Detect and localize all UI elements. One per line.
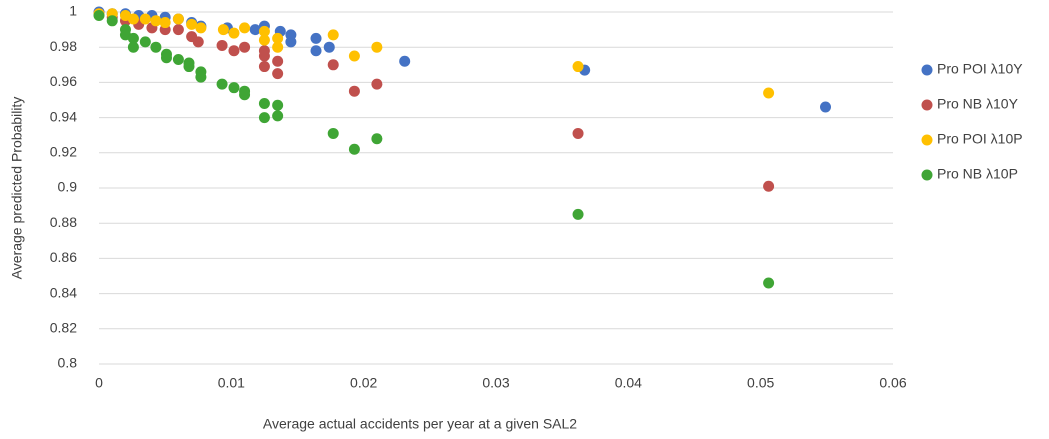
y-tick-label: 1 — [69, 3, 77, 19]
scatter-point — [172, 24, 184, 36]
scatter-point — [820, 101, 832, 113]
scatter-point — [327, 59, 339, 71]
x-tick-label: 0.03 — [482, 375, 509, 391]
y-tick-label: 0.94 — [50, 108, 77, 124]
scatter-point — [139, 36, 151, 48]
scatter-point — [239, 89, 251, 101]
scatter-point — [348, 143, 360, 155]
scatter-point — [258, 50, 270, 62]
scatter-point — [216, 39, 228, 51]
legend-label: Pro NB λ10P — [937, 166, 1018, 182]
scatter-point — [763, 180, 775, 192]
scatter-point — [323, 41, 335, 53]
scatter-point — [310, 32, 322, 44]
scatter-point — [150, 41, 162, 53]
scatter-point — [228, 82, 240, 94]
scatter-point — [763, 87, 775, 99]
scatter-point — [249, 24, 261, 36]
scatter-point — [195, 22, 207, 34]
legend-marker — [921, 134, 933, 146]
scatter-point — [195, 71, 207, 83]
scatter-point — [127, 13, 139, 25]
x-tick-label: 0.02 — [350, 375, 377, 391]
y-tick-label: 0.88 — [50, 214, 77, 230]
x-axis-title: Average actual accidents per year at a g… — [263, 416, 577, 432]
scatter-point — [763, 277, 775, 289]
scatter-point — [160, 52, 172, 64]
scatter-point — [272, 110, 284, 122]
x-tick-label: 0 — [95, 375, 103, 391]
scatter-point — [217, 24, 229, 36]
legend-label: Pro POI λ10Y — [937, 61, 1023, 77]
scatter-point — [371, 133, 383, 145]
scatter-point — [192, 36, 204, 48]
scatter-point — [272, 55, 284, 67]
y-tick-label: 0.96 — [50, 73, 77, 89]
y-tick-label: 0.98 — [50, 38, 77, 54]
scatter-point — [272, 68, 284, 80]
scatter-point — [327, 127, 339, 139]
scatter-point — [239, 41, 251, 53]
scatter-point — [272, 32, 284, 44]
scatter-point — [239, 22, 251, 34]
scatter-point — [139, 13, 151, 25]
scatter-point — [258, 61, 270, 73]
y-tick-label: 0.9 — [58, 179, 78, 195]
scatter-point — [258, 25, 270, 37]
scatter-point — [399, 55, 411, 67]
scatter-point — [348, 85, 360, 97]
scatter-point — [93, 10, 105, 22]
legend-marker — [921, 99, 933, 111]
scatter-point — [572, 127, 584, 139]
x-tick-label: 0.06 — [879, 375, 906, 391]
y-tick-label: 0.86 — [50, 249, 77, 265]
x-tick-label: 0.01 — [218, 375, 245, 391]
legend-label: Pro NB λ10Y — [937, 96, 1019, 112]
scatter-point — [172, 54, 184, 66]
scatter-point — [228, 27, 240, 39]
scatter-point — [348, 50, 360, 62]
scatter-point — [228, 45, 240, 57]
scatter-point — [327, 29, 339, 41]
scatter-point — [272, 41, 284, 53]
legend-label: Pro POI λ10P — [937, 131, 1023, 147]
scatter-point — [127, 32, 139, 44]
scatter-point — [258, 34, 270, 46]
scatter-point — [150, 15, 162, 27]
y-tick-label: 0.84 — [50, 284, 77, 300]
y-tick-label: 0.8 — [58, 355, 78, 371]
x-tick-label: 0.05 — [747, 375, 774, 391]
scatter-point — [572, 208, 584, 220]
scatter-point — [258, 112, 270, 124]
scatter-point — [159, 17, 171, 29]
scatter-point — [216, 78, 228, 90]
scatter-point — [183, 61, 195, 73]
scatter-point — [285, 36, 297, 48]
y-tick-label: 0.82 — [50, 320, 77, 336]
x-tick-label: 0.04 — [615, 375, 642, 391]
scatter-point — [127, 41, 139, 53]
y-tick-label: 0.92 — [50, 144, 77, 160]
y-axis-title: Average predicted Probability — [9, 97, 25, 280]
scatter-point — [258, 98, 270, 110]
scatter-point — [106, 15, 118, 27]
scatter-point — [186, 18, 198, 30]
scatter-point — [371, 41, 383, 53]
legend-marker — [921, 169, 933, 181]
scatter-point — [310, 45, 322, 57]
scatter-point — [572, 61, 584, 73]
legend-marker — [921, 64, 933, 76]
scatter-point — [371, 78, 383, 90]
scatter-point — [172, 13, 184, 25]
scatter-point — [272, 99, 284, 111]
